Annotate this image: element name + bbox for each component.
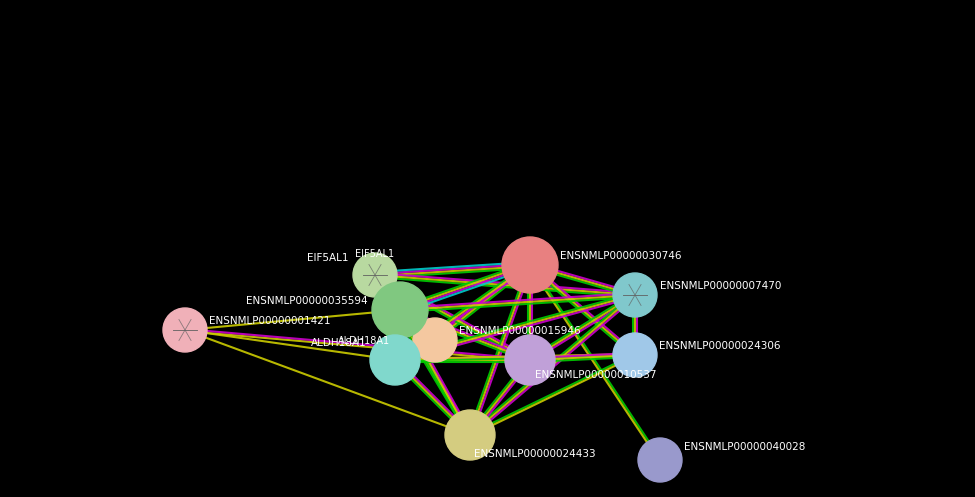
Text: ALDH18A1: ALDH18A1 [311,338,367,348]
Circle shape [370,335,420,385]
Text: EIF5AL1: EIF5AL1 [307,253,349,263]
Circle shape [505,335,555,385]
Circle shape [163,308,207,352]
Circle shape [613,273,657,317]
Text: ALDH18A1: ALDH18A1 [338,336,390,346]
Circle shape [413,318,457,362]
Text: ENSNMLP00000001421: ENSNMLP00000001421 [209,316,331,326]
Text: ENSNMLP00000007470: ENSNMLP00000007470 [660,281,781,291]
Circle shape [638,438,682,482]
Circle shape [372,282,428,338]
Circle shape [502,237,558,293]
Text: ENSNMLP00000040028: ENSNMLP00000040028 [684,442,805,452]
Circle shape [613,333,657,377]
Text: ENSNMLP00000030746: ENSNMLP00000030746 [560,251,682,261]
Text: ENSNMLP00000010537: ENSNMLP00000010537 [535,370,656,380]
Text: ENSNMLP00000024306: ENSNMLP00000024306 [659,341,781,351]
Text: ENSNMLP00000015946: ENSNMLP00000015946 [459,326,581,336]
Circle shape [353,253,397,297]
Text: EIF5AL1: EIF5AL1 [356,249,395,259]
Text: ENSNMLP00000035594: ENSNMLP00000035594 [247,296,368,306]
Text: ENSNMLP00000024433: ENSNMLP00000024433 [474,449,596,459]
Circle shape [445,410,495,460]
